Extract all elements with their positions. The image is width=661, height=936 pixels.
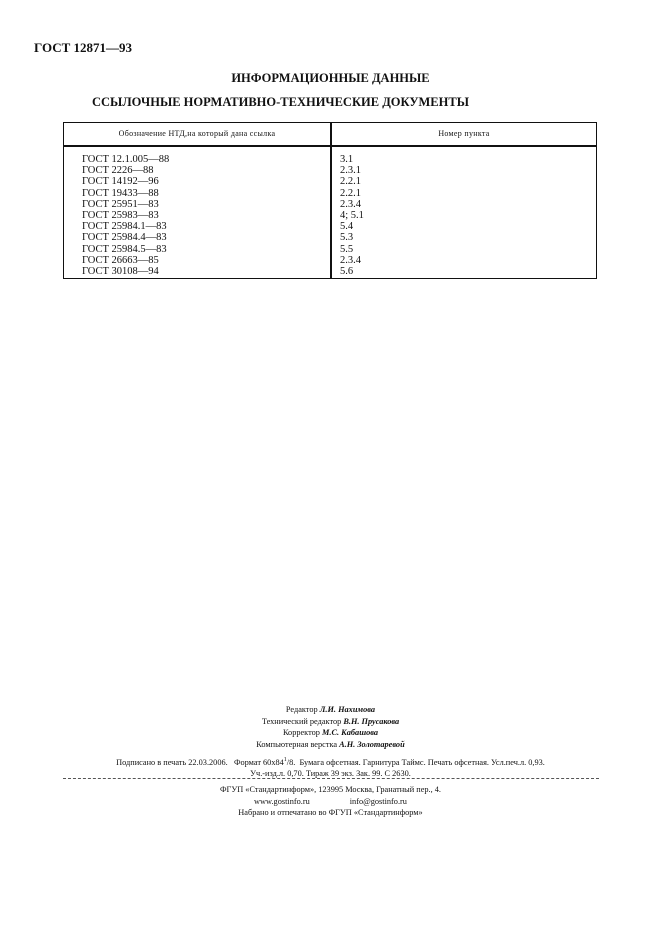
document-cell: ГОСТ 25951—83 [82, 198, 159, 210]
clause-cell: 5.3 [340, 232, 354, 244]
credit-line: Компьютерная верстка А.Н. Золотаревой [256, 739, 405, 749]
references-title: ССЫЛОЧНЫЕ НОРМАТИВНО-ТЕХНИЧЕСКИЕ ДОКУМЕН… [92, 95, 469, 109]
clause-cell: 2.2.1 [340, 176, 361, 188]
document-cell: ГОСТ 25984.5—83 [82, 243, 167, 255]
document-cell: ГОСТ 25984.4—83 [82, 232, 167, 244]
credit-line: Корректор М.С. Кабашова [282, 728, 379, 737]
clause-cell: 5.6 [340, 266, 354, 278]
clause-cell: 2.3.4 [340, 198, 361, 210]
document-id: ГОСТ 12871—93 [34, 40, 133, 55]
document-cell: ГОСТ 14192—96 [82, 176, 159, 188]
header-clause: Номер пункта [438, 129, 490, 138]
credit-line: Редактор Л.И. Нахимова [285, 705, 376, 714]
email-link[interactable]: info@gostinfo.ru [349, 796, 407, 806]
references-table: Обозначение НТД,на который дана ссылка Н… [63, 122, 597, 279]
header-document: Обозначение НТД,на который дана ссылка [118, 129, 276, 138]
publisher-info: ФГУП «Стандартинформ», 123995 Москва, Гр… [220, 785, 441, 817]
credit-line: Технический редактор В.Н. Прусакова [261, 716, 400, 726]
document-cell: ГОСТ 2226—88 [82, 165, 154, 177]
clause-cell: 5.4 [340, 221, 354, 233]
dashed-divider [63, 778, 599, 779]
clause-cell: 3.1 [340, 154, 354, 165]
clause-column: 3.1 2.3.1 2.2.1 2.2.1 2.3.4 4; 5.1 5.4 5.3 5.5 2.… [340, 154, 364, 277]
document-column: ГОСТ 12.1.005—88 ГОСТ 2226—88 ГОСТ 14192—9… [82, 154, 169, 277]
clause-cell: 2.2.1 [340, 187, 361, 199]
clause-cell: 2.3.1 [340, 165, 361, 177]
credits: Редактор Л.И. Нахимова Технический редак… [0, 704, 661, 750]
info-title: ИНФОРМАЦИОННЫЕ ДАННЫЕ [231, 71, 430, 85]
document-cell: ГОСТ 12.1.005—88 [82, 154, 170, 165]
website-link[interactable]: www.gostinfo.ru [254, 796, 310, 806]
document-cell: ГОСТ 25983—83 [82, 210, 159, 222]
document-cell: ГОСТ 26663—85 [82, 254, 159, 266]
print-info: Подписано в печать 22.03.2006. Формат 60… [116, 757, 545, 779]
column-divider [330, 123, 332, 278]
document-cell: ГОСТ 30108—94 [82, 266, 159, 278]
clause-cell: 2.3.4 [340, 254, 361, 266]
document-cell: ГОСТ 19433—88 [82, 187, 159, 199]
clause-cell: 5.5 [340, 243, 354, 255]
document-cell: ГОСТ 25984.1—83 [82, 221, 167, 233]
clause-cell: 4; 5.1 [340, 210, 364, 222]
header-divider [64, 145, 596, 147]
